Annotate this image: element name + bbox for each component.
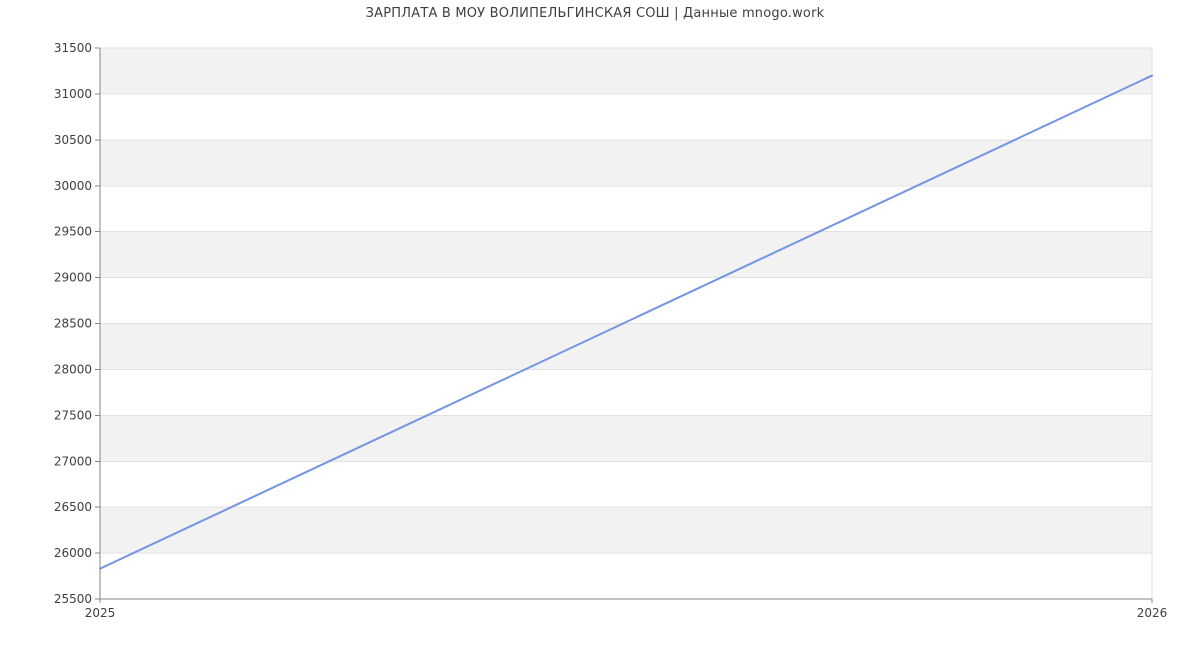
y-axis-tick-label: 28000	[54, 362, 92, 376]
y-axis-tick-label: 31500	[54, 41, 92, 55]
plot-band	[100, 231, 1152, 278]
y-axis-tick-label: 30000	[54, 179, 92, 193]
plot-band	[100, 139, 1152, 186]
y-axis-tick-label: 28500	[54, 317, 92, 331]
x-axis-tick-label: 2025	[85, 606, 116, 620]
y-axis-tick-label: 30500	[54, 133, 92, 147]
x-axis-tick-label: 2026	[1137, 606, 1168, 620]
salary-trend-line	[99, 74, 1153, 570]
plot-band	[100, 415, 1152, 462]
y-axis-tick-label: 27500	[54, 408, 92, 422]
y-axis-tick-label: 26500	[54, 500, 92, 514]
y-axis-tick-label: 25500	[54, 592, 92, 606]
plot-band	[100, 507, 1152, 554]
y-axis-tick-label: 29500	[54, 225, 92, 239]
plot-band	[100, 48, 1152, 94]
y-axis-tick-label: 29000	[54, 271, 92, 285]
y-axis-tick-label: 31000	[54, 87, 92, 101]
y-axis-tick-label: 26000	[54, 546, 92, 560]
y-axis-tick-label: 27000	[54, 454, 92, 468]
plot-band	[100, 323, 1152, 370]
chart-title: ЗАРПЛАТА В МОУ ВОЛИПЕЛЬГИНСКАЯ СОШ | Дан…	[365, 6, 825, 21]
